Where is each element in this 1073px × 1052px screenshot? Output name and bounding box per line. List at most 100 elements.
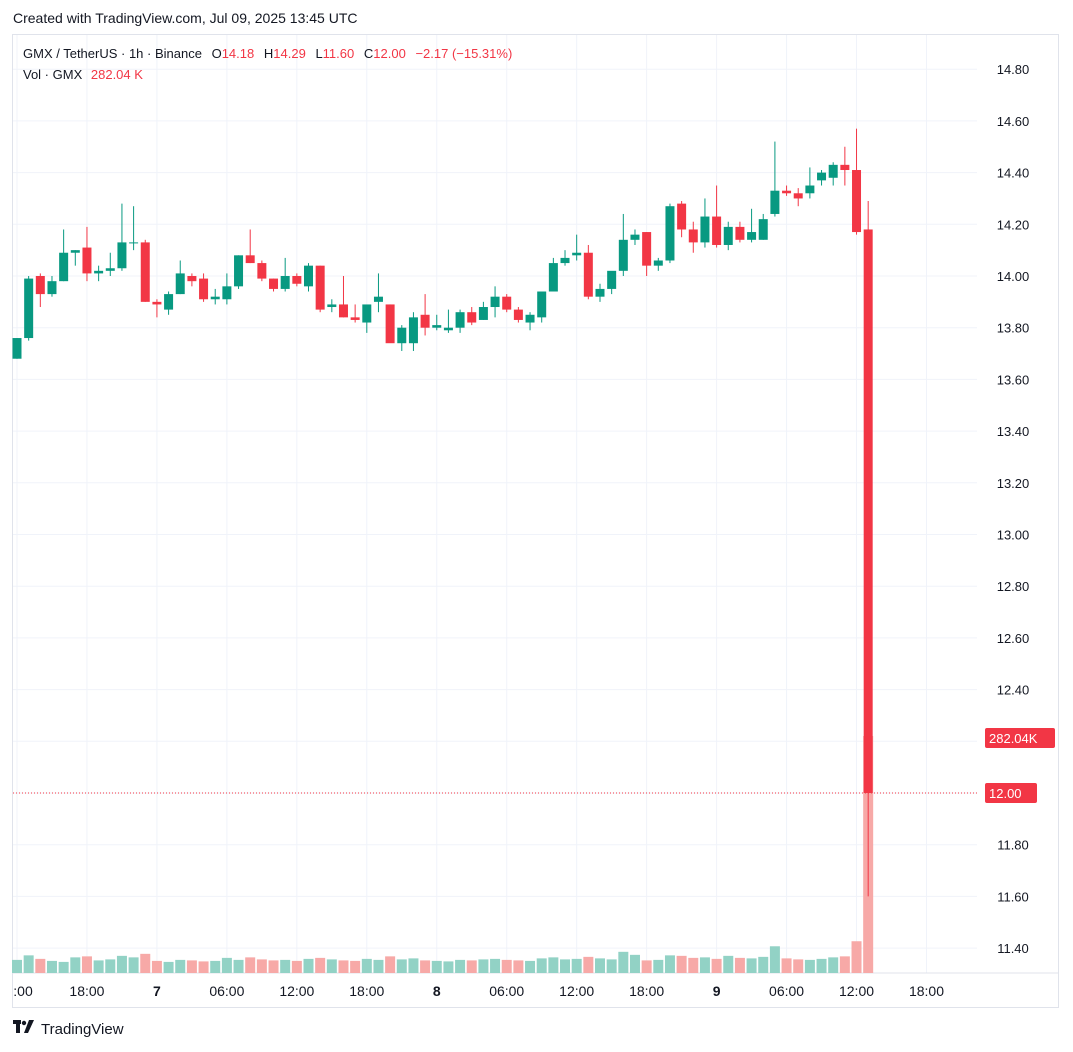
candle[interactable] bbox=[443, 309, 453, 333]
candle[interactable] bbox=[677, 201, 687, 238]
candle[interactable] bbox=[397, 325, 407, 351]
footer-brand[interactable]: TradingView bbox=[13, 1020, 124, 1038]
candle[interactable] bbox=[257, 260, 267, 282]
candle[interactable] bbox=[175, 260, 185, 295]
candle[interactable] bbox=[782, 185, 792, 196]
volume-bar bbox=[723, 955, 734, 973]
price-tick-label: 11.40 bbox=[997, 941, 1029, 956]
candle[interactable] bbox=[280, 257, 290, 292]
candle[interactable] bbox=[105, 252, 115, 276]
candle[interactable] bbox=[560, 250, 570, 266]
volume-bar bbox=[536, 958, 547, 973]
candle[interactable] bbox=[129, 206, 139, 251]
volume-bar bbox=[711, 958, 722, 973]
candle[interactable] bbox=[455, 309, 465, 333]
time-tick-label: 9 bbox=[713, 983, 721, 999]
candle[interactable] bbox=[817, 170, 827, 186]
candle[interactable] bbox=[583, 244, 593, 300]
candle[interactable] bbox=[164, 291, 174, 315]
candle[interactable] bbox=[210, 288, 220, 305]
candle[interactable] bbox=[245, 229, 255, 264]
candle[interactable] bbox=[502, 294, 512, 313]
candle[interactable] bbox=[653, 257, 663, 271]
candle[interactable] bbox=[385, 304, 395, 344]
candle[interactable] bbox=[117, 203, 127, 271]
candle[interactable] bbox=[758, 213, 768, 240]
candle[interactable] bbox=[467, 307, 477, 326]
candle[interactable] bbox=[234, 255, 244, 289]
legend-low: 11.60 bbox=[322, 46, 355, 61]
candle[interactable] bbox=[478, 301, 488, 320]
candle[interactable] bbox=[712, 185, 722, 248]
candle[interactable] bbox=[59, 229, 69, 282]
candle[interactable] bbox=[292, 273, 302, 287]
candle[interactable] bbox=[607, 270, 617, 295]
candle[interactable] bbox=[828, 162, 838, 186]
candle[interactable] bbox=[408, 312, 418, 351]
candle[interactable] bbox=[362, 304, 372, 333]
ohlc-legend: GMX / TetherUS · 1h · Binance O14.18 H14… bbox=[23, 46, 512, 61]
candle[interactable] bbox=[350, 304, 360, 323]
candle[interactable] bbox=[618, 213, 628, 276]
candle[interactable] bbox=[94, 265, 104, 282]
candle[interactable] bbox=[735, 221, 745, 243]
volume-legend-label[interactable]: Vol · GMX bbox=[23, 67, 83, 82]
candle[interactable] bbox=[595, 283, 605, 302]
candle[interactable] bbox=[199, 273, 209, 302]
candle[interactable] bbox=[222, 273, 232, 305]
candle[interactable] bbox=[70, 250, 80, 266]
candle[interactable] bbox=[327, 299, 337, 313]
candle[interactable] bbox=[432, 314, 442, 331]
candle[interactable] bbox=[24, 276, 34, 341]
candle[interactable] bbox=[513, 307, 523, 323]
candle[interactable] bbox=[723, 221, 733, 251]
candle[interactable] bbox=[338, 276, 348, 318]
candle[interactable] bbox=[373, 273, 383, 313]
candle[interactable] bbox=[152, 299, 162, 318]
candle[interactable] bbox=[140, 239, 150, 302]
candle[interactable] bbox=[747, 208, 757, 243]
candle[interactable] bbox=[852, 128, 862, 235]
candle[interactable] bbox=[630, 229, 640, 245]
candle[interactable] bbox=[187, 273, 197, 287]
last-volume-badge: 282.04K bbox=[985, 728, 1055, 748]
time-tick-label: 18:00 bbox=[349, 983, 384, 999]
candle[interactable] bbox=[12, 338, 22, 359]
candle[interactable] bbox=[304, 263, 313, 292]
legend-symbol[interactable]: GMX / TetherUS · 1h · Binance bbox=[23, 46, 202, 61]
candle[interactable] bbox=[82, 226, 92, 282]
volume-bar bbox=[58, 961, 69, 973]
volume-bar bbox=[851, 941, 862, 973]
candle[interactable] bbox=[537, 291, 547, 323]
candle[interactable] bbox=[548, 257, 558, 292]
volume-bar bbox=[653, 959, 664, 973]
candle[interactable] bbox=[642, 232, 652, 276]
candle[interactable] bbox=[688, 221, 698, 253]
candle[interactable] bbox=[47, 276, 57, 297]
candle[interactable] bbox=[665, 203, 675, 264]
candle[interactable] bbox=[793, 188, 803, 207]
candle[interactable] bbox=[805, 167, 815, 199]
candle[interactable] bbox=[269, 278, 279, 292]
candle[interactable] bbox=[490, 286, 500, 318]
candle[interactable] bbox=[863, 201, 873, 897]
volume-bar bbox=[466, 960, 477, 973]
volume-bar bbox=[373, 959, 384, 973]
volume-bar bbox=[93, 960, 104, 973]
price-tick-label: 14.00 bbox=[997, 269, 1030, 284]
candle[interactable] bbox=[35, 273, 45, 308]
volume-bar bbox=[221, 957, 232, 973]
candle[interactable] bbox=[420, 294, 430, 336]
candle[interactable] bbox=[770, 141, 780, 217]
legend-open-label: O bbox=[211, 46, 222, 61]
volume-bar bbox=[664, 955, 675, 973]
volume-bar bbox=[361, 958, 372, 973]
volume-bar bbox=[175, 959, 186, 973]
volume-bar bbox=[245, 957, 256, 973]
candle[interactable] bbox=[700, 198, 710, 248]
candle[interactable] bbox=[315, 265, 325, 313]
candle[interactable] bbox=[572, 234, 582, 261]
candle[interactable] bbox=[525, 312, 535, 331]
candle[interactable] bbox=[840, 146, 850, 186]
